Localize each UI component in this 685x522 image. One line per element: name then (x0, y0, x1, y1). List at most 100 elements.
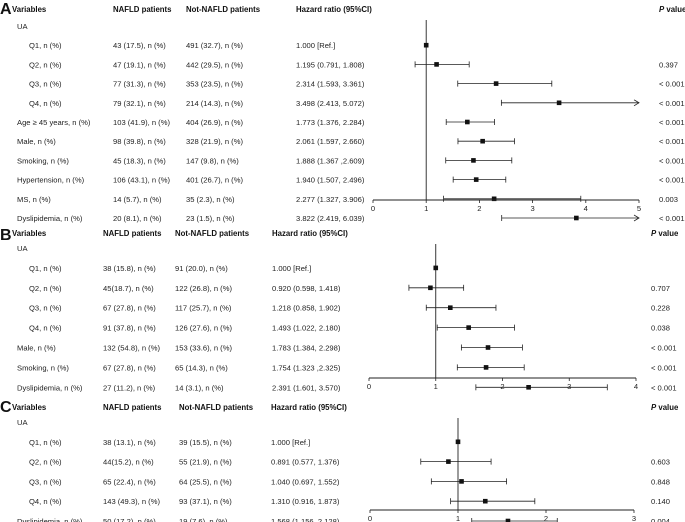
p-value: < 0.001 (659, 137, 685, 146)
hazard-ratio-point (480, 138, 485, 144)
nafld-count: 67 (27.8), n (%) (103, 363, 156, 372)
p-value: 0.004 (651, 517, 670, 522)
not-nafld-count: 55 (21.9), n (%) (179, 458, 232, 467)
row-label: Q3, n (%) (29, 304, 62, 313)
nafld-count: 132 (54.8), n (%) (103, 344, 160, 353)
nafld-count: 67 (27.8), n (%) (103, 304, 156, 313)
hazard-ratio-text: 1.040 (0.697, 1.552) (271, 477, 340, 486)
p-value-header-italic: P (651, 229, 657, 238)
hazard-ratio-text: 2.391 (1.601, 3.570) (272, 383, 341, 392)
not-nafld-count: 491 (32.7), n (%) (186, 41, 243, 50)
p-value: 0.140 (651, 497, 670, 506)
hazard-ratio-point (473, 177, 479, 182)
hazard-ratio-text: 1.493 (1.022, 2.180) (272, 324, 341, 333)
column-header: Variables (12, 403, 47, 412)
not-nafld-count: 126 (27.6), n (%) (175, 324, 232, 333)
group-label: UA (17, 244, 28, 253)
column-header: Not-NAFLD patients (175, 229, 250, 238)
panel-a: A Variables NAFLD patients Not-NAFLD patien… (0, 1, 685, 223)
hazard-ratio-point (423, 42, 429, 48)
p-value: 0.848 (651, 477, 670, 486)
p-value: 0.038 (651, 324, 670, 333)
row-label: MS, n (%) (17, 195, 51, 204)
nafld-count: 50 (17.2), n (%) (103, 517, 156, 522)
row-label: Q4, n (%) (29, 99, 62, 108)
hazard-ratio-point (433, 265, 439, 271)
x-tick-label: 3 (567, 382, 571, 391)
x-tick-label: 2 (477, 204, 481, 213)
p-value-header-rest: value (664, 5, 685, 14)
column-header: Not-NAFLD patients (179, 403, 254, 412)
not-nafld-count: 64 (25.5), n (%) (179, 477, 232, 486)
nafld-count: 38 (15.8), n (%) (103, 264, 156, 273)
p-value-header: P value (659, 5, 685, 14)
not-nafld-count: 122 (26.8), n (%) (175, 284, 232, 293)
not-nafld-count: 117 (25.7), n (%) (175, 304, 232, 313)
row-label: Q3, n (%) (29, 477, 62, 486)
not-nafld-count: 91 (20.0), n (%) (175, 264, 228, 273)
hazard-ratio-text: 3.498 (2.413, 5.072) (296, 99, 365, 108)
x-tick-label: 4 (634, 382, 638, 391)
panel-letter: C (0, 399, 12, 416)
hazard-ratio-point (471, 158, 476, 163)
column-header: Not-NAFLD patients (186, 5, 261, 14)
not-nafld-count: 93 (37.1), n (%) (179, 497, 232, 506)
p-value-header: P value (651, 403, 679, 412)
row-label: Q4, n (%) (29, 324, 62, 333)
hazard-ratio-text: 1.000 [Ref.] (272, 264, 311, 273)
hazard-ratio-text: 2.314 (1.593, 3.361) (296, 80, 365, 89)
not-nafld-count: 19 (7.6), n (%) (179, 517, 228, 522)
not-nafld-count: 353 (23.5), n (%) (186, 80, 243, 89)
not-nafld-count: 35 (2.3), n (%) (186, 195, 235, 204)
p-value-header-italic: P (659, 5, 665, 14)
not-nafld-count: 39 (15.5), n (%) (179, 438, 232, 447)
nafld-count: 79 (32.1), n (%) (113, 99, 166, 108)
hazard-ratio-text: 1.218 (0.858, 1.902) (272, 304, 341, 313)
hazard-ratio-point (448, 305, 453, 310)
nafld-count: 38 (13.1), n (%) (103, 438, 156, 447)
hazard-ratio-point (434, 62, 439, 67)
nafld-count: 45(18.7), n (%) (103, 284, 154, 293)
group-label: UA (17, 22, 28, 31)
p-value: < 0.001 (659, 80, 685, 89)
hazard-ratio-text: 1.783 (1.384, 2.298) (272, 344, 341, 353)
x-tick-label: 1 (424, 204, 428, 213)
x-tick-label: 0 (368, 514, 372, 522)
hazard-ratio-point (455, 439, 461, 445)
hazard-ratio-text: 1.773 (1.376, 2.284) (296, 118, 365, 127)
group-label: UA (17, 418, 28, 427)
p-value: < 0.001 (659, 118, 685, 127)
nafld-count: 43 (17.5), n (%) (113, 41, 166, 50)
nafld-count: 77 (31.3), n (%) (113, 80, 166, 89)
column-header: NAFLD patients (113, 5, 172, 14)
p-value: 0.397 (659, 60, 678, 69)
not-nafld-count: 23 (1.5), n (%) (186, 214, 235, 223)
p-value-header-italic: P (651, 403, 657, 412)
x-tick-label: 2 (500, 382, 504, 391)
nafld-count: 143 (49.3), n (%) (103, 497, 160, 506)
hazard-ratio-point (493, 81, 499, 86)
panel-c: C Variables NAFLD patients Not-NAFLD patien… (0, 399, 679, 522)
panel-letter: A (0, 1, 12, 18)
not-nafld-count: 214 (14.3), n (%) (186, 99, 243, 108)
x-tick-label: 0 (371, 204, 375, 213)
row-label: Q3, n (%) (29, 80, 62, 89)
row-label: Smoking, n (%) (17, 363, 69, 372)
row-label: Dyslipidemia, n (%) (17, 517, 83, 522)
x-tick-label: 5 (637, 204, 641, 213)
nafld-count: 65 (22.4), n (%) (103, 477, 156, 486)
hazard-ratio-point (574, 215, 579, 221)
p-value-header: P value (651, 229, 679, 238)
ci-arrow (633, 99, 640, 107)
not-nafld-count: 404 (26.9), n (%) (186, 118, 243, 127)
row-label: Q4, n (%) (29, 497, 62, 506)
row-label: Dyslipidemia, n (%) (17, 214, 83, 223)
p-value: < 0.001 (659, 156, 685, 165)
row-label: Smoking, n (%) (17, 156, 69, 165)
column-header: NAFLD patients (103, 403, 162, 412)
row-label: Q1, n (%) (29, 264, 62, 273)
hazard-ratio-point (491, 196, 497, 202)
column-header: Hazard ratio (95%CI) (272, 229, 348, 238)
row-label: Q1, n (%) (29, 438, 62, 447)
